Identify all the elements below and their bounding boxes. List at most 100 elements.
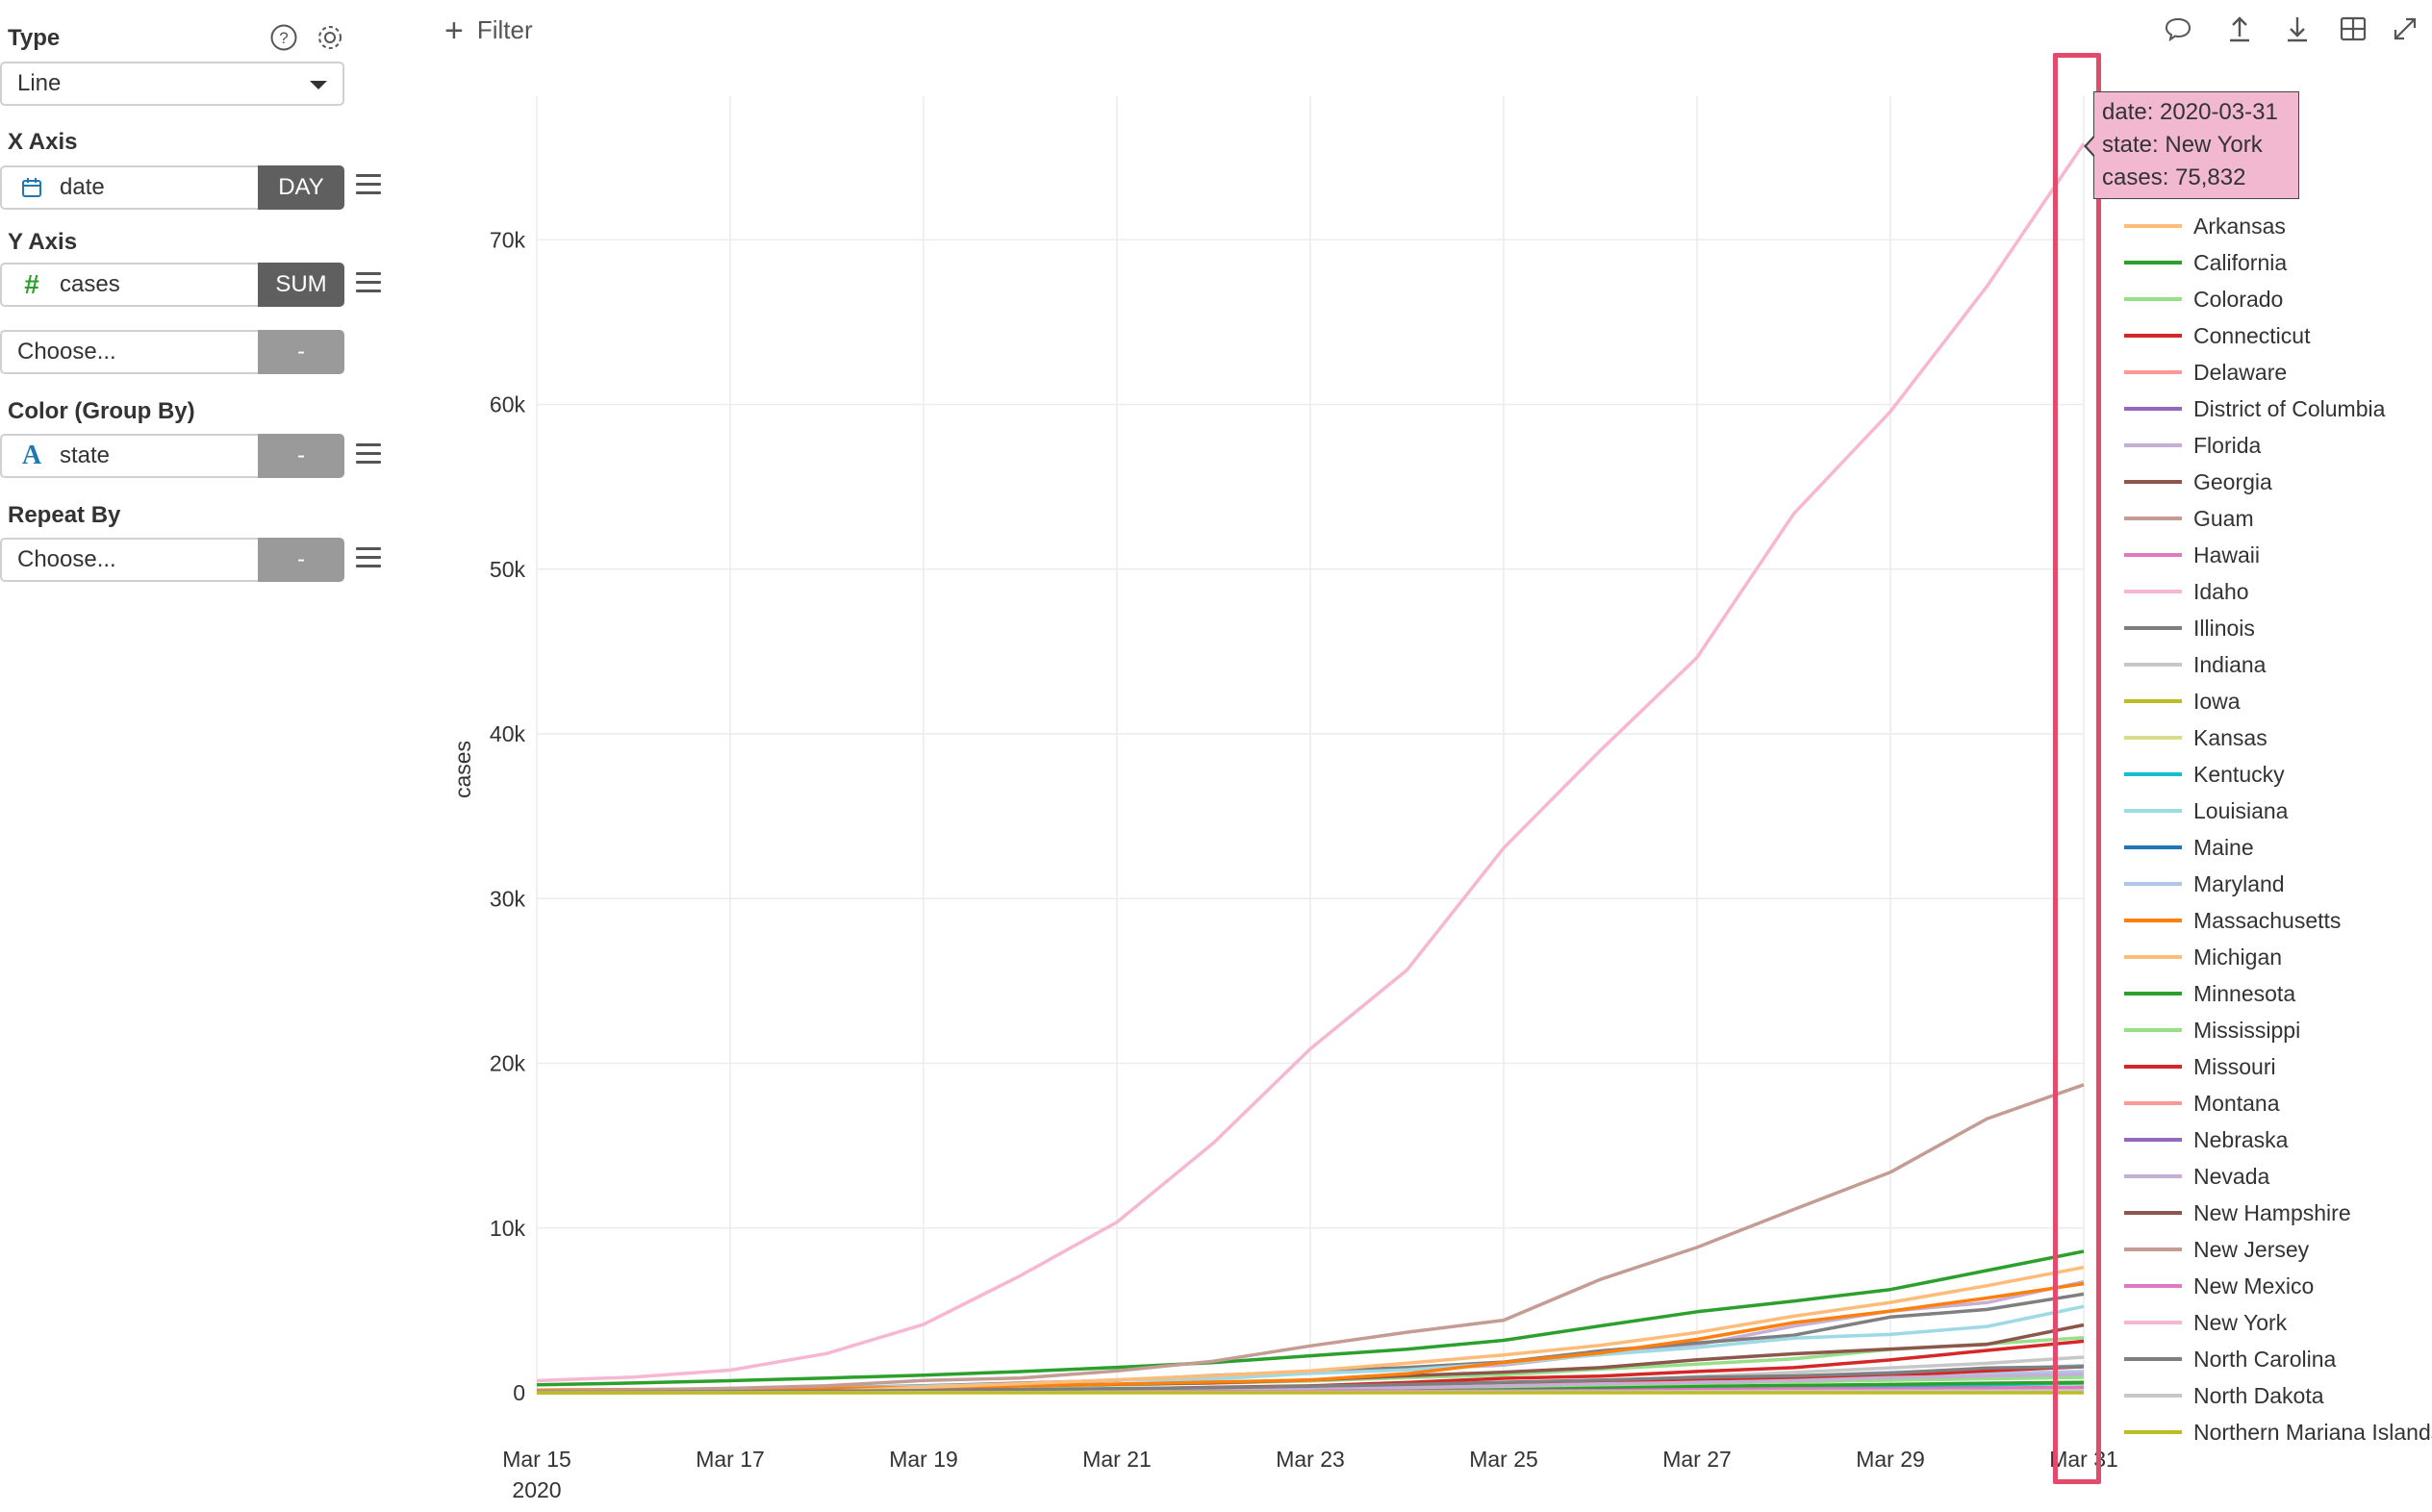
repeat-placeholder: Choose... [17,546,116,572]
color-field-name: state [60,442,111,468]
table-icon[interactable] [2338,13,2369,44]
legend-item[interactable]: Indiana [2124,652,2267,677]
gear-icon[interactable] [316,23,344,52]
filter-label: Filter [476,15,533,44]
legend-label: Colorado [2193,287,2283,312]
series-line[interactable] [536,1083,2085,1394]
upload-icon[interactable] [2224,13,2255,44]
x-tick-label: Mar 27 [1662,1447,1732,1472]
x-tick-label: Mar 15 [502,1447,571,1472]
y2-axis-field[interactable]: Choose... [0,330,258,374]
comment-icon[interactable] [2163,13,2193,44]
legend-item[interactable]: New Mexico [2124,1273,2314,1298]
x-axis-row: date DAY [0,165,344,210]
color-menu-icon[interactable] [356,443,381,465]
legend-item[interactable]: Georgia [2124,469,2272,494]
type-label: Type [8,25,61,51]
legend-item[interactable]: New Jersey [2124,1237,2310,1262]
legend-item[interactable]: Florida [2124,433,2262,458]
legend-item[interactable]: Delaware [2124,360,2287,385]
chart-config-panel: Type ? Line X Axis date DAY Y Axis # cas… [0,0,404,1512]
x-tick-year-label: 2020 [512,1477,561,1502]
x-axis-field-name: date [60,174,105,200]
y-axis-menu-icon[interactable] [356,272,381,293]
repeat-menu-icon[interactable] [356,547,381,568]
help-icon[interactable]: ? [269,23,298,52]
legend-item[interactable]: Arkansas [2124,214,2286,239]
repeat-aggregation-button[interactable]: - [258,538,344,582]
x-tick-label: Mar 29 [1856,1447,1925,1472]
y-axis-aggregation-button[interactable]: SUM [258,263,344,307]
y-tick-label: 60k [490,392,526,417]
download-icon[interactable] [2282,13,2313,44]
text-type-icon: A [21,441,42,470]
legend-item[interactable]: New York [2124,1310,2288,1335]
legend-item[interactable]: New Hampshire [2124,1200,2351,1225]
filter-button[interactable]: + Filter [444,14,533,47]
legend-label: District of Columbia [2193,396,2386,421]
legend-item[interactable]: Guam [2124,506,2254,531]
legend-item[interactable]: Idaho [2124,579,2249,604]
legend-label: Nebraska [2193,1127,2289,1152]
color-row: A state - [0,434,344,478]
data-tooltip: date: 2020-03-31 state: New York cases: … [2093,91,2299,199]
chart-series-lines [536,142,2086,1395]
chart-type-value: Line [17,70,62,96]
legend-item[interactable]: California [2124,250,2287,275]
expand-icon[interactable] [2390,13,2420,44]
legend-label: Florida [2193,433,2262,458]
legend-item[interactable]: Maine [2124,835,2254,860]
series-line[interactable] [536,142,2086,1383]
x-tick-label: Mar 23 [1276,1447,1345,1472]
legend-item[interactable]: Mississippi [2124,1018,2300,1043]
legend-label: Idaho [2193,579,2249,604]
x-axis-field[interactable]: date [0,165,258,210]
legend-item[interactable]: Massachusetts [2124,908,2341,933]
repeat-field[interactable]: Choose... [0,538,258,582]
legend-item[interactable]: Northern Mariana Islands [2124,1420,2432,1445]
color-label: Color (Group By) [8,398,195,424]
legend-label: New Jersey [2193,1237,2310,1262]
series-line[interactable] [536,1281,2085,1392]
x-axis-menu-icon[interactable] [356,174,381,195]
legend-label: Montana [2193,1091,2280,1116]
legend-label: North Carolina [2193,1347,2336,1372]
legend-item[interactable]: Nevada [2124,1164,2269,1189]
y-axis-field[interactable]: # cases [0,263,258,307]
legend-item[interactable]: Missouri [2124,1054,2276,1079]
series-line[interactable] [536,1249,2085,1387]
color-field[interactable]: A state [0,434,258,478]
y-tick-label: 0 [513,1380,525,1405]
legend-item[interactable]: District of Columbia [2124,396,2386,421]
legend-item[interactable]: Minnesota [2124,981,2295,1006]
chart-type-select[interactable]: Line [0,62,344,106]
legend-item[interactable]: North Dakota [2124,1383,2324,1408]
legend-item[interactable]: Louisiana [2124,798,2289,823]
x-tick-label: Mar 19 [889,1447,958,1472]
legend-item[interactable]: North Carolina [2124,1347,2336,1372]
legend-item[interactable]: Maryland [2124,871,2285,896]
legend-item[interactable]: Nebraska [2124,1127,2289,1152]
legend-label: New York [2193,1310,2288,1335]
y2-axis-row: Choose... - [0,330,344,374]
legend-item[interactable]: Michigan [2124,945,2282,970]
legend-item[interactable]: Connecticut [2124,323,2311,348]
legend-label: New Hampshire [2193,1200,2351,1225]
chevron-down-icon [310,81,327,89]
legend-item[interactable]: Kentucky [2124,762,2285,787]
legend-label: New Mexico [2193,1273,2314,1298]
legend-item[interactable]: Hawaii [2124,542,2260,567]
legend-label: California [2193,250,2287,275]
legend-item[interactable]: Montana [2124,1091,2280,1116]
y-axis-title: cases [450,741,475,798]
legend-item[interactable]: Illinois [2124,616,2255,641]
y2-axis-aggregation-button[interactable]: - [258,330,344,374]
legend-item[interactable]: Kansas [2124,725,2267,750]
tooltip-date: date: 2020-03-31 [2102,99,2278,125]
legend-label: Northern Mariana Islands [2193,1420,2432,1445]
legend-item[interactable]: Colorado [2124,287,2283,312]
color-aggregation-button[interactable]: - [258,434,344,478]
legend-item[interactable]: Iowa [2124,689,2241,714]
x-axis-aggregation-button[interactable]: DAY [258,165,344,210]
